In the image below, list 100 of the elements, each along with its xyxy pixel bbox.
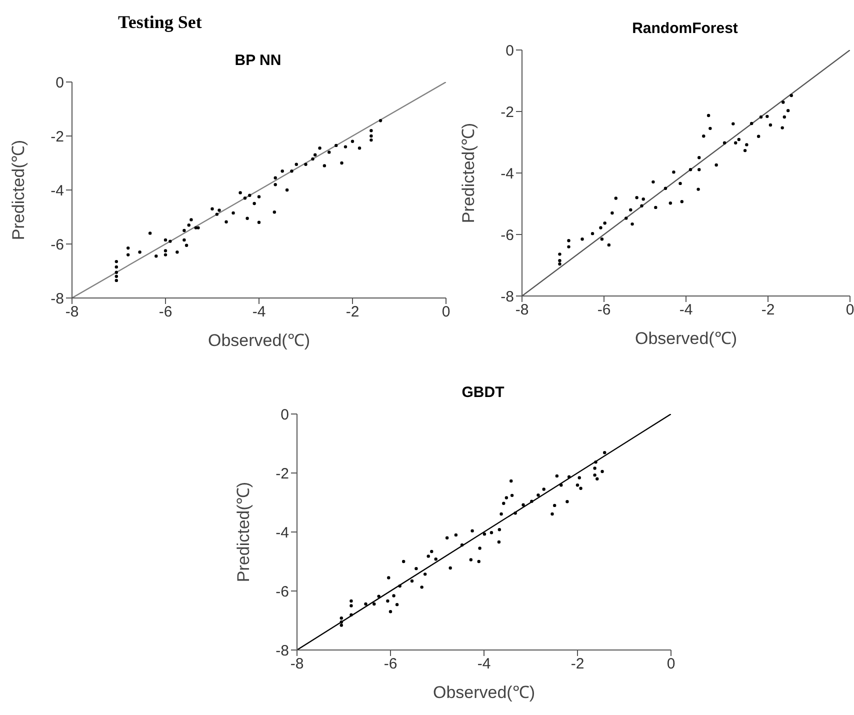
point <box>210 207 214 210</box>
point <box>322 164 326 168</box>
x-axis-title: Observed(℃) <box>634 329 738 348</box>
point <box>274 176 277 180</box>
point <box>477 560 480 564</box>
point <box>340 616 344 620</box>
x-tick-label: -6 <box>597 302 611 319</box>
point <box>786 108 790 112</box>
y-tick-label: 0 <box>56 74 64 92</box>
point <box>668 202 672 205</box>
x-tick-label: 0 <box>442 304 450 321</box>
point <box>478 546 482 550</box>
y-axis-title: Predicted(℃) <box>459 122 478 224</box>
point <box>187 224 190 227</box>
y-axis-title: Predicted(℃) <box>9 140 28 240</box>
point <box>176 250 179 254</box>
point <box>238 191 242 194</box>
y-tick-label: -2 <box>276 465 289 482</box>
point <box>629 208 632 212</box>
point <box>340 620 344 624</box>
point <box>576 483 580 487</box>
point <box>294 162 298 166</box>
point <box>743 148 747 152</box>
point <box>386 599 390 603</box>
point <box>607 243 611 247</box>
point <box>448 566 452 570</box>
point <box>430 550 434 554</box>
x-tick-label: -4 <box>679 302 693 319</box>
x-tick-label: -8 <box>515 302 529 319</box>
point <box>350 599 353 603</box>
point <box>114 274 118 278</box>
point <box>635 196 638 200</box>
point <box>542 488 546 491</box>
point <box>311 157 314 161</box>
point <box>243 196 247 200</box>
point <box>780 126 784 130</box>
point <box>698 156 701 160</box>
point <box>567 239 570 242</box>
point <box>215 212 219 216</box>
point <box>578 476 581 480</box>
point <box>504 496 508 500</box>
point <box>114 278 118 282</box>
point <box>164 249 168 252</box>
point <box>392 594 396 598</box>
point <box>672 170 676 174</box>
point <box>737 138 740 142</box>
point <box>698 168 701 172</box>
point <box>510 494 514 498</box>
point <box>420 586 424 589</box>
point <box>164 253 168 256</box>
point <box>599 226 602 230</box>
point <box>600 470 604 474</box>
point <box>114 265 118 269</box>
x-axis-title: Observed(℃) <box>432 683 536 702</box>
point <box>706 114 710 118</box>
text: Testing Set <box>118 12 202 33</box>
point <box>596 477 599 480</box>
point <box>395 602 399 606</box>
point <box>328 150 331 154</box>
point <box>603 222 606 225</box>
point <box>398 584 402 588</box>
point <box>702 134 706 138</box>
point <box>248 194 252 197</box>
point <box>579 486 582 490</box>
point <box>756 134 760 138</box>
point <box>148 232 152 235</box>
point <box>272 210 276 214</box>
point <box>218 208 221 212</box>
point <box>500 512 503 516</box>
point <box>196 226 200 230</box>
x-tick-label: 0 <box>846 302 854 319</box>
point <box>184 244 188 247</box>
y-tick-label: -4 <box>500 165 514 182</box>
point <box>257 195 261 198</box>
point <box>257 220 261 224</box>
point <box>304 162 308 166</box>
point <box>154 254 158 258</box>
point <box>246 216 249 220</box>
x-tick-label: -4 <box>477 656 491 673</box>
point <box>370 134 373 138</box>
point <box>652 180 655 184</box>
point <box>708 126 712 130</box>
x-tick-label: 0 <box>666 656 676 673</box>
point <box>434 558 438 561</box>
point <box>593 473 596 477</box>
point <box>445 536 449 540</box>
point <box>182 238 186 242</box>
y-tick-label: -6 <box>276 583 289 600</box>
point <box>696 188 700 191</box>
point <box>114 260 118 264</box>
y-tick-label: -4 <box>50 182 64 200</box>
y-tick-label: -8 <box>50 290 64 308</box>
point <box>555 474 559 478</box>
x-tick-label: -6 <box>384 656 398 673</box>
y-tick-label: -4 <box>276 524 289 542</box>
point <box>482 532 486 536</box>
y-tick-label: -2 <box>500 104 514 121</box>
point <box>536 494 540 497</box>
point <box>372 602 376 606</box>
point <box>593 466 596 470</box>
